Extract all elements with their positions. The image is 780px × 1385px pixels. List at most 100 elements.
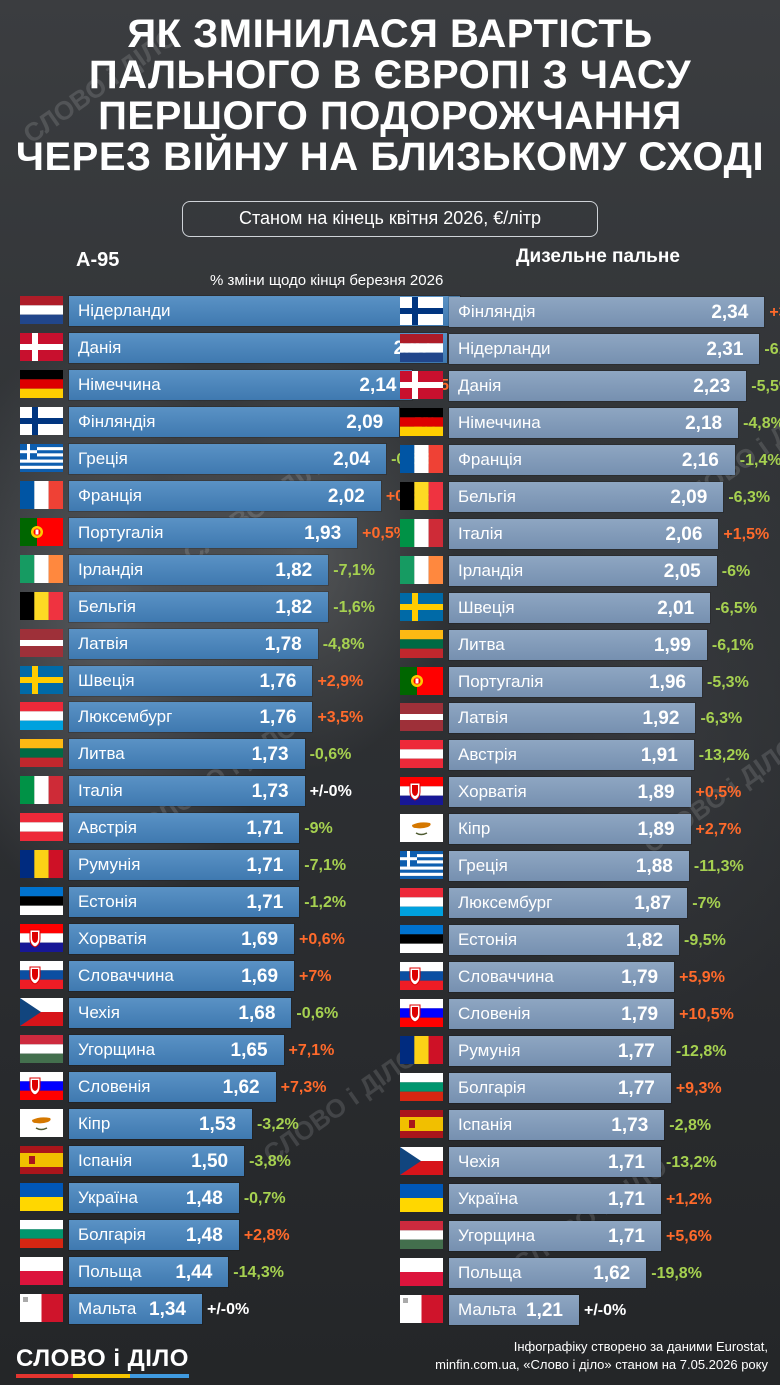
country-label: Болгарія: [458, 1077, 526, 1097]
bar-row: Болгарія 1,77 +9,3%: [400, 1072, 751, 1103]
country-label: Чехія: [458, 1151, 500, 1171]
change-label: -7%: [692, 895, 721, 913]
bar-row: Словенія 1,79 +10,5%: [400, 999, 754, 1030]
bar-row: Мальта 1,34 +/-0%: [20, 1293, 282, 1324]
flag-icon: [400, 333, 443, 362]
change-label: -6,1%: [764, 340, 780, 358]
flag-icon: [20, 813, 63, 842]
change-label: -5,5%: [751, 377, 780, 395]
bar: Ірландія 2,05: [449, 555, 717, 586]
flag-icon: [400, 962, 443, 991]
change-label: -6,1%: [711, 636, 754, 654]
price-label: 2,04: [333, 448, 371, 470]
price-label: 2,23: [693, 375, 731, 397]
bar-row: Словаччина 1,69 +7%: [20, 961, 374, 992]
bar-row: Швеція 2,01 -6,5%: [400, 592, 780, 623]
change-label: +1,5%: [723, 525, 770, 543]
bar: Ірландія 1,82: [69, 554, 329, 585]
price-label: 2,01: [657, 597, 695, 619]
country-label: Нідерланди: [458, 338, 551, 358]
bar: Хорватія 1,89: [449, 777, 691, 808]
bar-row: Литва 1,73 -0,6%: [20, 739, 385, 770]
country-label: Словаччина: [458, 967, 554, 987]
country-label: Литва: [458, 634, 505, 654]
country-label: Угорщина: [78, 1040, 156, 1059]
flag-icon: [400, 370, 443, 399]
bar: Польща 1,62: [449, 1257, 647, 1288]
source-line: minfin.com.ua, «Слово і діло» станом на …: [435, 1357, 768, 1372]
bar: Естонія 1,71: [69, 887, 300, 918]
flag-icon: [400, 592, 443, 621]
bar: Італія 2,06: [449, 518, 719, 549]
price-label: 1,88: [635, 856, 673, 878]
change-label: +/-0%: [584, 1301, 627, 1319]
country-label: Угорщина: [458, 1225, 536, 1245]
change-label: -7,1%: [333, 561, 376, 579]
flag-icon: [400, 297, 443, 325]
a95-column-title: А-95: [76, 249, 120, 271]
bar: Словаччина 1,79: [449, 962, 675, 993]
bar: Австрія 1,71: [69, 813, 300, 844]
bar: Латвія 1,92: [449, 703, 696, 734]
bar-row: Польща 1,62 -19,8%: [400, 1257, 726, 1288]
change-label: -13,2%: [698, 747, 750, 765]
flag-icon: [400, 888, 443, 917]
bar: Литва 1,99: [449, 629, 707, 660]
flag-icon: [400, 1294, 443, 1323]
country-label: Італія: [458, 523, 503, 543]
bar: Болгарія 1,77: [449, 1072, 671, 1103]
flag-icon: [20, 554, 63, 583]
bar-row: Мальта 1,21 +/-0%: [400, 1294, 659, 1325]
bar-row: Австрія 1,91 -13,2%: [400, 740, 774, 771]
bar: Греція 2,04: [69, 443, 387, 474]
bar: Польща 1,44: [69, 1256, 229, 1287]
logo-stripe: [16, 1374, 189, 1378]
country-label: Нідерланди: [78, 301, 171, 320]
change-label: -3,8%: [249, 1152, 291, 1170]
change-label: -6,5%: [715, 599, 757, 617]
bar: Мальта 1,34: [69, 1293, 202, 1324]
change-label: -9,5%: [684, 932, 726, 950]
bar: Хорватія 1,69: [69, 924, 295, 955]
bar: Угорщина 1,71: [449, 1220, 661, 1251]
flag-icon: [400, 999, 443, 1028]
country-label: Ірландія: [78, 559, 144, 579]
bar-row: Іспанія 1,50 -3,8%: [20, 1145, 324, 1176]
change-label: -1,4%: [739, 451, 780, 469]
bar-row: Ірландія 1,82 -7,1%: [20, 554, 408, 585]
bar: Латвія 1,78: [69, 628, 318, 659]
country-label: Естонія: [458, 930, 518, 950]
bar-row: Франція 2,16 -1,4%: [400, 444, 780, 475]
country-label: Люксембург: [78, 707, 173, 727]
change-label: +0,5%: [695, 784, 742, 802]
bar-row: Україна 1,48 -0,7%: [20, 1182, 319, 1213]
price-label: 1,71: [246, 855, 284, 877]
price-label: 1,73: [611, 1114, 649, 1136]
bar: Кіпр 1,89: [449, 814, 691, 845]
price-label: 1,82: [275, 559, 313, 581]
flag-icon: [20, 739, 63, 768]
country-label: Румунія: [458, 1041, 521, 1060]
bar: Фінляндія 2,34: [449, 297, 765, 327]
flag-icon: [400, 703, 443, 732]
flag-icon: [400, 1257, 443, 1286]
price-label: 1,96: [649, 671, 686, 693]
bar: Греція 1,88: [449, 851, 689, 882]
change-label: -0,7%: [243, 1189, 286, 1207]
bar: Чехія 1,68: [69, 998, 292, 1029]
country-label: Бельгія: [458, 486, 517, 506]
bar: Люксембург 1,76: [69, 702, 313, 733]
flag-icon: [20, 517, 63, 546]
price-label: 1,62: [222, 1076, 260, 1098]
bar-row: Естонія 1,71 -1,2%: [20, 887, 379, 918]
flag-icon: [20, 1256, 63, 1285]
flag-icon: [400, 925, 443, 954]
flag-icon: [20, 665, 63, 694]
country-label: Греція: [78, 448, 128, 468]
flag-icon: [400, 444, 443, 473]
bar: Італія 1,73: [69, 776, 305, 807]
price-label: 2,31: [706, 338, 744, 360]
bar-row: Угорщина 1,71 +5,6%: [400, 1220, 741, 1251]
price-label: 2,14: [359, 374, 397, 396]
